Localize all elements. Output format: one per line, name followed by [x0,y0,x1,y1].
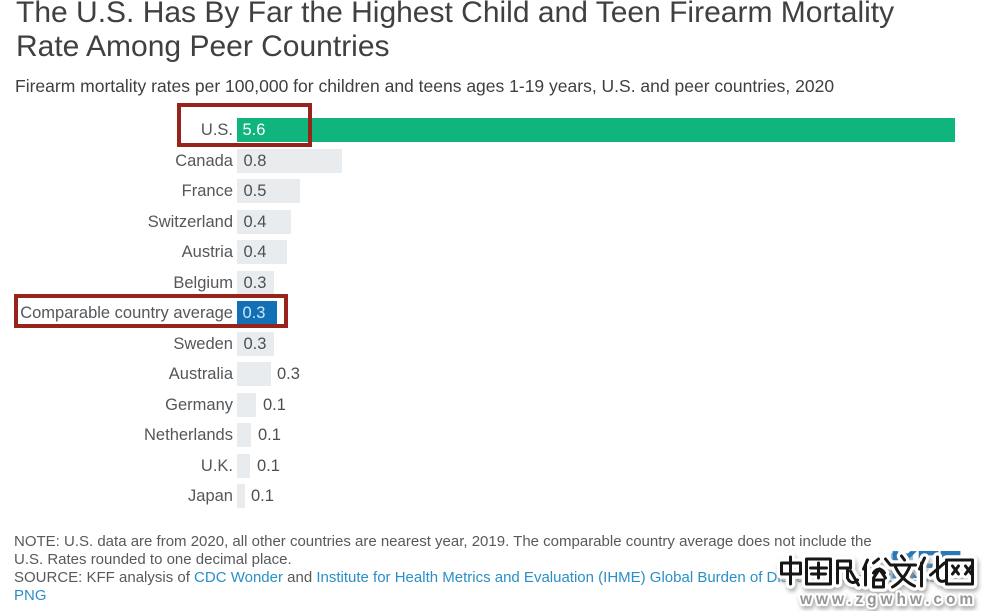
svg-text:www.zgwhw.com: www.zgwhw.com [799,591,977,608]
